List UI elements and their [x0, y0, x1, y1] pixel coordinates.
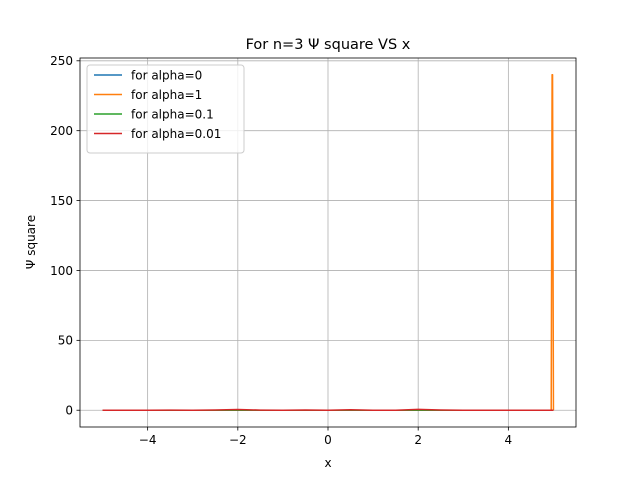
y-tick-label: 50: [58, 334, 73, 348]
legend: for alpha=0 for alpha=1 for alpha=0.1 for a…: [86, 64, 245, 154]
y-tick-label: 100: [50, 264, 73, 278]
legend-label-3: for alpha=0.01: [131, 127, 221, 141]
legend-label-0: for alpha=0: [131, 68, 202, 82]
series-line-3: [102, 408, 554, 411]
y-tick-label: 0: [65, 404, 73, 418]
y-tick-label: 150: [50, 194, 73, 208]
x-tick-label: 2: [414, 433, 422, 447]
grid: [80, 58, 576, 427]
x-tick-label: 4: [505, 433, 513, 447]
legend-box: [86, 64, 245, 154]
legend-label-1: for alpha=1: [131, 88, 202, 102]
series-lines: [102, 74, 555, 411]
y-axis-ticks: 0 50 100 150 200 250: [50, 54, 80, 418]
y-tick-label: 250: [50, 54, 73, 68]
x-axis-label: x: [324, 456, 331, 470]
y-tick-label: 200: [50, 124, 73, 138]
x-tick-label: −4: [139, 433, 157, 447]
x-tick-label: 0: [324, 433, 332, 447]
y-axis-label: Ψ square: [24, 215, 38, 269]
x-tick-label: −2: [229, 433, 247, 447]
x-axis-ticks: −4 −2 0 2 4: [139, 427, 512, 447]
chart-title: For n=3 Ψ square VS x: [246, 37, 411, 53]
legend-label-2: for alpha=0.1: [131, 107, 214, 121]
